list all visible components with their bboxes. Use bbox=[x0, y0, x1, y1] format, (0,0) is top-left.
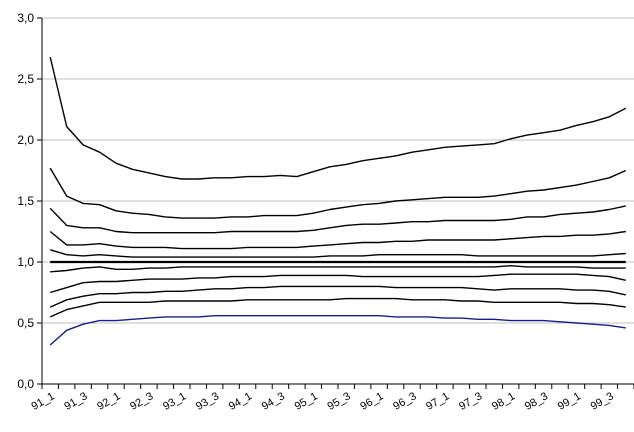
axis-layer bbox=[37, 17, 634, 389]
series-line-10 bbox=[49, 297, 626, 318]
series-line-4 bbox=[49, 230, 626, 250]
x-tick-label: 94_3 bbox=[260, 390, 287, 413]
x-tick-label: 93_3 bbox=[194, 390, 221, 413]
x-tick-label: 92_1 bbox=[95, 390, 122, 413]
series-line-11 bbox=[49, 315, 626, 346]
y-tick-label: 1,0 bbox=[17, 255, 34, 269]
x-tick-label: 92_3 bbox=[128, 390, 155, 413]
x-tick-label: 91_1 bbox=[30, 390, 57, 413]
x-tick-label: 97_1 bbox=[424, 390, 451, 413]
y-tick-label: 2,0 bbox=[17, 133, 34, 147]
x-tick-label: 99_1 bbox=[556, 390, 583, 413]
x-tick-label: 91_3 bbox=[62, 390, 89, 413]
x-tick-label: 94_1 bbox=[227, 390, 254, 413]
x-tick-label: 93_1 bbox=[161, 390, 188, 413]
y-tick-label: 3,0 bbox=[17, 11, 34, 25]
x-tick-label: 96_1 bbox=[358, 390, 385, 413]
x-tick-label: 95_3 bbox=[326, 390, 353, 413]
grid-layer bbox=[42, 17, 634, 324]
series-layer bbox=[49, 56, 627, 346]
x-tick-label: 98_3 bbox=[523, 390, 550, 413]
series-line-1 bbox=[49, 56, 627, 180]
x-tick-label: 99_3 bbox=[589, 390, 616, 413]
y-tick-label: 0,0 bbox=[17, 377, 34, 391]
x-tick-labels: 91_1 91_3 92_1 92_3 93_1 93_3 94_1 94_3 95_1 95_3… bbox=[30, 390, 616, 413]
x-tick-label: 96_3 bbox=[391, 390, 418, 413]
y-tick-label: 2,5 bbox=[17, 72, 34, 86]
series-line-7 bbox=[50, 265, 626, 273]
series-line-8 bbox=[50, 273, 626, 294]
x-tick-label: 98_1 bbox=[490, 390, 517, 413]
series-line-9 bbox=[49, 285, 626, 308]
x-tick-label: 95_1 bbox=[293, 390, 320, 413]
series-line-5 bbox=[50, 249, 626, 258]
y-tick-label: 0,5 bbox=[17, 316, 34, 330]
x-tick-label: 97_3 bbox=[457, 390, 484, 413]
series-line-3 bbox=[49, 205, 626, 234]
y-tick-labels: 0,0 0,5 1,0 1,5 2,0 2,5 3,0 bbox=[17, 11, 34, 391]
series-line-2 bbox=[49, 167, 627, 219]
y-tick-label: 1,5 bbox=[17, 194, 34, 208]
